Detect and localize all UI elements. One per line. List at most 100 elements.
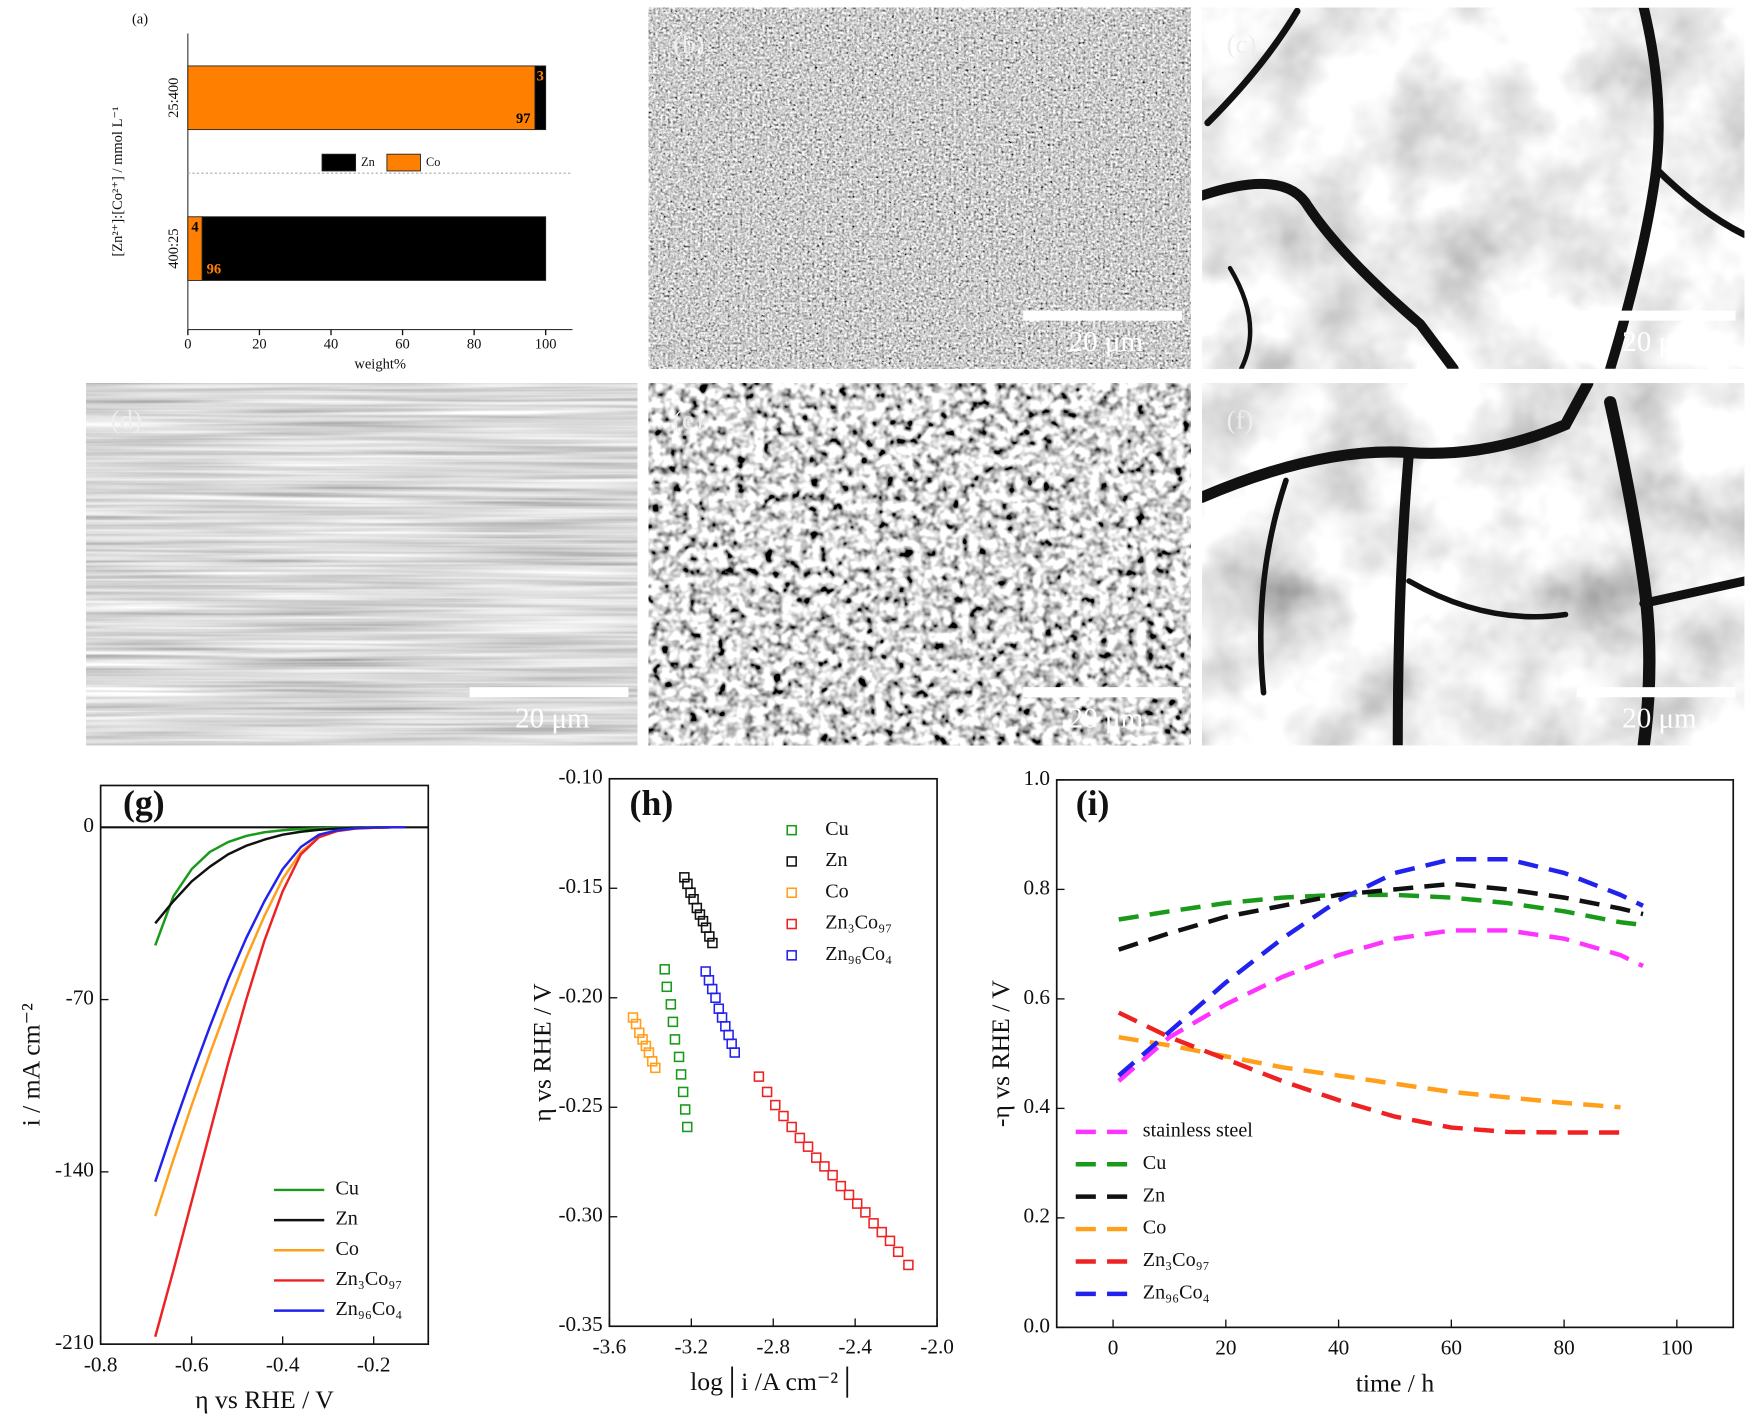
point (665, 999, 677, 1010)
bar (201, 216, 547, 281)
point (685, 887, 696, 898)
y-tick-label: -0.25 (558, 1093, 602, 1117)
point (650, 1062, 661, 1074)
legend-label: Zn₉₆Co₄ (335, 1298, 402, 1320)
point (688, 893, 699, 905)
series-line (1117, 857, 1644, 1078)
x-tick-label: 40 (1328, 1336, 1349, 1360)
legend-label: Zn₉₆Co₄ (1143, 1281, 1210, 1303)
point (646, 1056, 658, 1067)
point (851, 1198, 863, 1209)
legend-label: Zn₃Co₉₇ (825, 912, 892, 934)
legend-label: Co (1143, 1217, 1166, 1239)
x-tick-label: -0.4 (266, 1352, 300, 1376)
legend-label: stainless steel (1143, 1119, 1253, 1141)
point (679, 1104, 691, 1115)
x-tick-label: -2.4 (838, 1334, 872, 1358)
value-label: 3 (537, 68, 544, 84)
x-tick-label: 20 (252, 337, 267, 353)
scale-bar-label: 20 μm (1069, 702, 1144, 734)
point (827, 1169, 838, 1181)
x-axis-label: weight% (354, 357, 406, 373)
point (835, 1180, 847, 1192)
y-tick-label: -0.15 (558, 874, 602, 898)
point (778, 1110, 789, 1122)
scale-bar-label: 20 μm (1622, 702, 1697, 734)
point (700, 922, 712, 933)
legend-label: Co (825, 880, 848, 902)
sem-image (648, 7, 1191, 369)
series-line (154, 826, 406, 1183)
plot-frame (99, 784, 430, 1345)
legend-label: Zn (825, 849, 847, 871)
point (720, 1020, 731, 1032)
x-axis-label: log│i /A cm⁻²│ (690, 1366, 856, 1398)
legend-label: Cu (335, 1178, 358, 1200)
point (770, 1099, 781, 1111)
point (710, 992, 721, 1004)
x-tick-label: 100 (535, 337, 557, 353)
point (761, 1086, 773, 1098)
point (675, 1069, 687, 1080)
x-tick-label: -3.6 (593, 1334, 627, 1358)
point (681, 1121, 693, 1133)
y-axis-label: -η vs RHE / V (986, 980, 1015, 1128)
y-tick-label: 1.0 (1023, 766, 1050, 790)
panel-label: (i) (1076, 783, 1110, 823)
series-line (1117, 928, 1644, 1083)
legend-label: Cu (825, 818, 848, 840)
legend-marker (786, 950, 797, 961)
x-tick-label: -0.8 (84, 1352, 118, 1376)
value-label: 96 (207, 262, 222, 278)
y-tick-label: 0.8 (1023, 875, 1050, 899)
series-line (154, 826, 406, 1217)
panel-label: (e) (673, 405, 703, 435)
point (868, 1218, 879, 1229)
point (753, 1071, 765, 1082)
point (876, 1226, 888, 1238)
x-tick-label: 80 (467, 337, 482, 353)
point (637, 1034, 648, 1045)
sem-image (648, 383, 1191, 746)
x-tick-label: -3.2 (675, 1334, 709, 1358)
y-tick-label: -140 (55, 1158, 94, 1182)
series-line (1117, 1010, 1621, 1135)
x-tick-label: -2.8 (756, 1334, 790, 1358)
scale-bar (469, 687, 629, 698)
point (697, 915, 709, 927)
legend-label: Co (335, 1238, 358, 1260)
plot-frame (608, 777, 938, 1328)
point (643, 1047, 655, 1058)
category-label: 25:400 (166, 78, 182, 118)
point (729, 1047, 741, 1058)
point (713, 1003, 725, 1014)
point (640, 1040, 652, 1052)
point (794, 1132, 806, 1144)
point (726, 1038, 737, 1050)
panel-label: (d) (111, 405, 142, 435)
scale-bar (1576, 687, 1736, 698)
y-tick-label: -0.20 (558, 984, 602, 1008)
x-tick-label: -2.0 (920, 1334, 954, 1358)
point (634, 1027, 645, 1039)
point (860, 1207, 871, 1218)
point (706, 983, 718, 995)
point (802, 1141, 814, 1152)
x-axis-label: time / h (1356, 1368, 1435, 1397)
point (843, 1189, 855, 1201)
point (659, 964, 670, 975)
y-tick-label: 0 (83, 813, 94, 837)
series-line (154, 826, 406, 1338)
legend-label: Zn (335, 1208, 357, 1230)
y-tick-label: 0.0 (1023, 1313, 1050, 1337)
series-line (1118, 881, 1644, 952)
panel-label: (c) (1227, 29, 1257, 59)
legend-label: Zn (361, 155, 375, 169)
legend-label: Zn₃Co₉₇ (1143, 1249, 1210, 1271)
bar (534, 65, 547, 131)
legend-marker (786, 918, 797, 930)
point (694, 909, 706, 920)
value-label: 4 (191, 219, 198, 235)
legend-swatch (386, 153, 421, 172)
